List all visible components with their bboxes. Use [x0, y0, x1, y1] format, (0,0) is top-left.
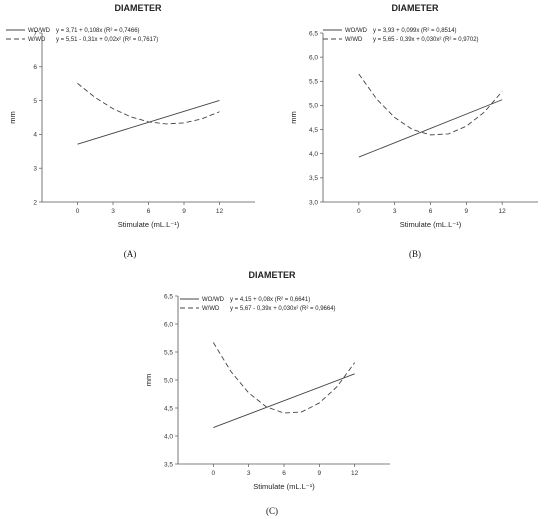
chart-a-title: DIAMETER: [115, 3, 163, 13]
chart-c-series-w-wd-line: [212, 342, 356, 414]
chart-a-svg: DIAMETER 2 3 4 5 6 7 0 3 6 9 12 Stimulate (mL.L⁻¹) mm…: [6, 3, 255, 259]
chart-c-y-tick-label: 6,0: [164, 321, 173, 328]
chart-a-legend-name-1: W/WD: [28, 37, 46, 43]
chart-a-x-tick-label: 0: [76, 208, 80, 215]
chart-b-y-tick-label: 4,5: [309, 127, 318, 134]
chart-c-y-tick-label: 4,5: [164, 405, 173, 412]
chart-panel-c: DIAMETER 3,5 4,0 4,5 5,0 5,5 6,0 6,5 0 3 6 9 12 Stimu…: [137, 262, 412, 519]
chart-c-legend-name-1: W/WD: [202, 306, 220, 312]
chart-a-y-tick-label: 6: [33, 64, 37, 71]
chart-c-title: DIAMETER: [249, 270, 297, 280]
chart-a-y-tick-label: 3: [33, 166, 37, 173]
chart-b-y-tick-label: 5,5: [309, 79, 318, 86]
chart-b-series-wo-wd-line: [358, 99, 503, 158]
chart-b-y-tick-label: 3,5: [309, 175, 318, 182]
chart-a-x-axis-label: Stimulate (mL.L⁻¹): [118, 220, 180, 229]
chart-c-x-tick-label: 12: [351, 470, 359, 477]
chart-b-x-tick-label: 3: [393, 208, 397, 215]
chart-a-y-tick-label: 4: [33, 132, 37, 139]
chart-a-x-tick-label: 12: [216, 208, 224, 215]
chart-c-x-axis-label: Stimulate (mL.L⁻¹): [253, 482, 315, 491]
chart-b-legend-equation-1: y = 5,65 - 0,39x + 0,030x² (R² = 0,9702): [373, 37, 479, 43]
chart-b-y-tick-label: 4,0: [309, 151, 318, 158]
chart-a-legend-name-0: WO/WD: [28, 28, 51, 34]
chart-b-panel-label: (B): [409, 249, 421, 259]
chart-c-x-tick-label: 0: [212, 470, 216, 477]
chart-c-y-axis-label: mm: [144, 374, 153, 387]
chart-c-y-tick-label: 4,0: [164, 433, 173, 440]
chart-a-x-tick-label: 6: [147, 208, 151, 215]
chart-c-legend-equation-0: y = 4,15 + 0,08x (R² = 0,6641): [230, 297, 310, 303]
chart-b-legend-equation-0: y = 3,93 + 0,099x (R² = 0,8514): [373, 28, 457, 34]
chart-c-svg: DIAMETER 3,5 4,0 4,5 5,0 5,5 6,0 6,5 0 3 6 9 12 Stimu…: [144, 270, 390, 516]
chart-a-panel-label: (A): [124, 249, 137, 259]
chart-a-y-axis-label: mm: [8, 111, 17, 124]
chart-b-y-tick-label: 5,0: [309, 103, 318, 110]
chart-c-legend-name-0: WO/WD: [202, 297, 225, 303]
chart-a-y-tick-label: 7: [33, 30, 37, 37]
chart-panel-b: DIAMETER 3,0 3,5 4,0 4,5 5,0 5,5 6,0 6,5 0 3 6 9 12 St…: [275, 0, 550, 262]
chart-c-y-tick-label: 5,5: [164, 349, 173, 356]
chart-b-x-axis-label: Stimulate (mL.L⁻¹): [400, 220, 462, 229]
chart-c-panel-label: (C): [266, 506, 278, 516]
chart-b-series-w-wd-line: [358, 73, 503, 136]
chart-c-y-tick-label: 3,5: [164, 461, 173, 468]
chart-b-legend-name-1: W/WD: [345, 37, 363, 43]
chart-b-svg: DIAMETER 3,0 3,5 4,0 4,5 5,0 5,5 6,0 6,5 0 3 6 9 12 St…: [289, 3, 538, 259]
chart-a-legend-equation-0: y = 3,71 + 0,108x (R² = 0,7466): [56, 28, 140, 34]
chart-a-x-tick-label: 3: [111, 208, 115, 215]
chart-a-series-w-wd-line: [77, 83, 220, 125]
chart-a-legend-equation-1: y = 5,51 - 0,31x + 0,02x² (R² = 0,7617): [56, 37, 158, 43]
chart-c-series-wo-wd-line: [213, 373, 355, 429]
chart-a-y-tick-label: 5: [33, 98, 37, 105]
chart-b-y-tick-label: 3,0: [309, 199, 318, 206]
chart-b-legend-name-0: WO/WD: [345, 28, 368, 34]
chart-c-x-tick-label: 6: [282, 470, 286, 477]
chart-c-x-tick-label: 9: [318, 470, 322, 477]
chart-c-y-tick-label: 6,5: [164, 293, 173, 300]
chart-a-y-tick-label: 2: [33, 199, 37, 206]
chart-b-x-tick-label: 9: [465, 208, 469, 215]
chart-c-y-tick-label: 5,0: [164, 377, 173, 384]
chart-b-y-tick-label: 6,5: [309, 30, 318, 37]
chart-c-legend-equation-1: y = 5,67 - 0,39x + 0,030x² (R² = 0,9664): [230, 306, 336, 312]
chart-panel-a: DIAMETER 2 3 4 5 6 7 0 3 6 9 12 Stimulate (mL.L⁻¹) mm…: [0, 0, 275, 262]
chart-b-x-tick-label: 0: [357, 208, 361, 215]
chart-a-x-tick-label: 9: [182, 208, 186, 215]
chart-b-y-axis-label: mm: [289, 111, 298, 124]
chart-b-x-tick-label: 6: [429, 208, 433, 215]
chart-b-y-tick-label: 6,0: [309, 54, 318, 61]
chart-c-x-tick-label: 3: [247, 470, 251, 477]
chart-b-x-tick-label: 12: [499, 208, 507, 215]
chart-b-title: DIAMETER: [392, 3, 440, 13]
